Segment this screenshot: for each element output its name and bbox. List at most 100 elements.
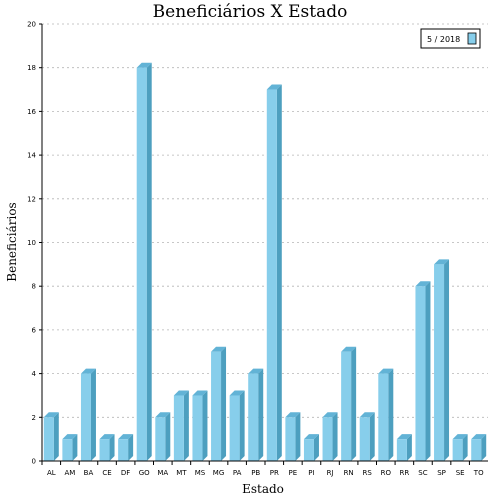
- bar-front: [378, 373, 389, 461]
- bar-side: [146, 62, 152, 461]
- x-tick-label: PE: [289, 469, 298, 477]
- bar-CE: [99, 434, 115, 461]
- bar-MT: [173, 390, 189, 461]
- x-tick-label: RR: [400, 469, 410, 477]
- x-tick-label: AM: [64, 469, 75, 477]
- bar-side: [406, 434, 412, 461]
- bar-top: [322, 412, 338, 418]
- x-tick-label: PA: [233, 469, 242, 477]
- x-tick-label: BA: [84, 469, 94, 477]
- y-tick-label: 14: [27, 152, 36, 160]
- legend: 5 / 2018: [420, 28, 481, 49]
- legend-swatch: [467, 32, 477, 45]
- bar-PA: [229, 390, 245, 461]
- bar-front: [452, 439, 463, 461]
- bar-MS: [192, 390, 208, 461]
- x-tick-label: MS: [195, 469, 206, 477]
- bar-side: [444, 259, 450, 461]
- bar-top: [303, 434, 319, 440]
- chart-title: Beneficiários X Estado: [153, 2, 348, 22]
- y-axis-ticks: 0 2 4 6 8 10 12 14 16 18 20: [27, 21, 42, 466]
- x-tick-label: SC: [418, 469, 427, 477]
- x-axis-ticks: AL AM BA CE DF GO MA MT MS MG PA PB PR PE PI RJ RN RS RO RR…: [41, 461, 484, 477]
- x-tick-label: RS: [363, 469, 373, 477]
- bar-RS: [359, 412, 375, 461]
- bar-top: [192, 390, 208, 396]
- bar-side: [109, 434, 115, 461]
- bar-top: [80, 368, 96, 374]
- x-tick-label: AL: [47, 469, 56, 477]
- bar-top: [396, 434, 412, 440]
- bar-RN: [341, 346, 357, 461]
- bar-front: [359, 417, 370, 461]
- bar-front: [62, 439, 73, 461]
- x-tick-label: RO: [381, 469, 392, 477]
- bar-front: [173, 395, 184, 461]
- bar-top: [136, 62, 152, 68]
- bar-side: [258, 368, 264, 461]
- bar-side: [295, 412, 301, 461]
- bar-side: [90, 368, 96, 461]
- y-tick-label: 8: [32, 283, 36, 291]
- bar-front: [248, 373, 259, 461]
- x-tick-label: PR: [270, 469, 279, 477]
- bar-front: [471, 439, 482, 461]
- bar-side: [221, 346, 227, 461]
- bar-front: [434, 264, 445, 461]
- y-tick-label: 12: [27, 195, 36, 203]
- axes: [41, 24, 488, 462]
- bar-TO: [471, 434, 487, 461]
- bar-top: [378, 368, 394, 374]
- bar-side: [425, 281, 431, 461]
- bar-front: [43, 417, 54, 461]
- grid-lines: [42, 23, 488, 418]
- bar-side: [276, 84, 282, 462]
- y-tick-label: 0: [32, 458, 36, 466]
- bar-top: [62, 434, 78, 440]
- bar-side: [239, 390, 245, 461]
- legend-label: 5 / 2018: [427, 35, 460, 44]
- bar-front: [211, 351, 222, 461]
- x-tick-label: MG: [213, 469, 224, 477]
- bar-side: [165, 412, 171, 461]
- x-tick-label: RJ: [327, 469, 334, 477]
- bar-side: [313, 434, 319, 461]
- bar-top: [415, 281, 431, 287]
- bar-SP: [434, 259, 450, 461]
- bar-GO: [136, 62, 152, 461]
- y-tick-label: 18: [27, 64, 36, 72]
- x-tick-label: DF: [121, 469, 130, 477]
- bar-PR: [266, 84, 282, 462]
- bar-top: [173, 390, 189, 396]
- bar-BA: [80, 368, 96, 461]
- bar-side: [53, 412, 59, 461]
- bars: [43, 62, 487, 462]
- bar-top: [285, 412, 301, 418]
- bar-top: [99, 434, 115, 440]
- bar-RJ: [322, 412, 338, 461]
- x-tick-label: CE: [102, 469, 111, 477]
- legend-box: [420, 28, 481, 49]
- bar-side: [351, 346, 357, 461]
- bar-front: [118, 439, 129, 461]
- bar-MA: [155, 412, 171, 461]
- bar-front: [155, 417, 166, 461]
- bar-front: [341, 351, 352, 461]
- bar-side: [369, 412, 375, 461]
- x-tick-label: RN: [344, 469, 354, 477]
- bar-top: [229, 390, 245, 396]
- bar-top: [266, 84, 282, 90]
- bar-RO: [378, 368, 394, 461]
- bar-side: [388, 368, 394, 461]
- bar-side: [332, 412, 338, 461]
- bar-front: [322, 417, 333, 461]
- y-tick-label: 20: [27, 21, 36, 29]
- bar-top: [43, 412, 59, 418]
- bar-AM: [62, 434, 78, 461]
- bar-top: [211, 346, 227, 352]
- x-tick-label: MT: [176, 469, 187, 477]
- bar-DF: [118, 434, 134, 461]
- bar-front: [136, 67, 147, 461]
- x-tick-label: TO: [473, 469, 484, 477]
- bar-top: [155, 412, 171, 418]
